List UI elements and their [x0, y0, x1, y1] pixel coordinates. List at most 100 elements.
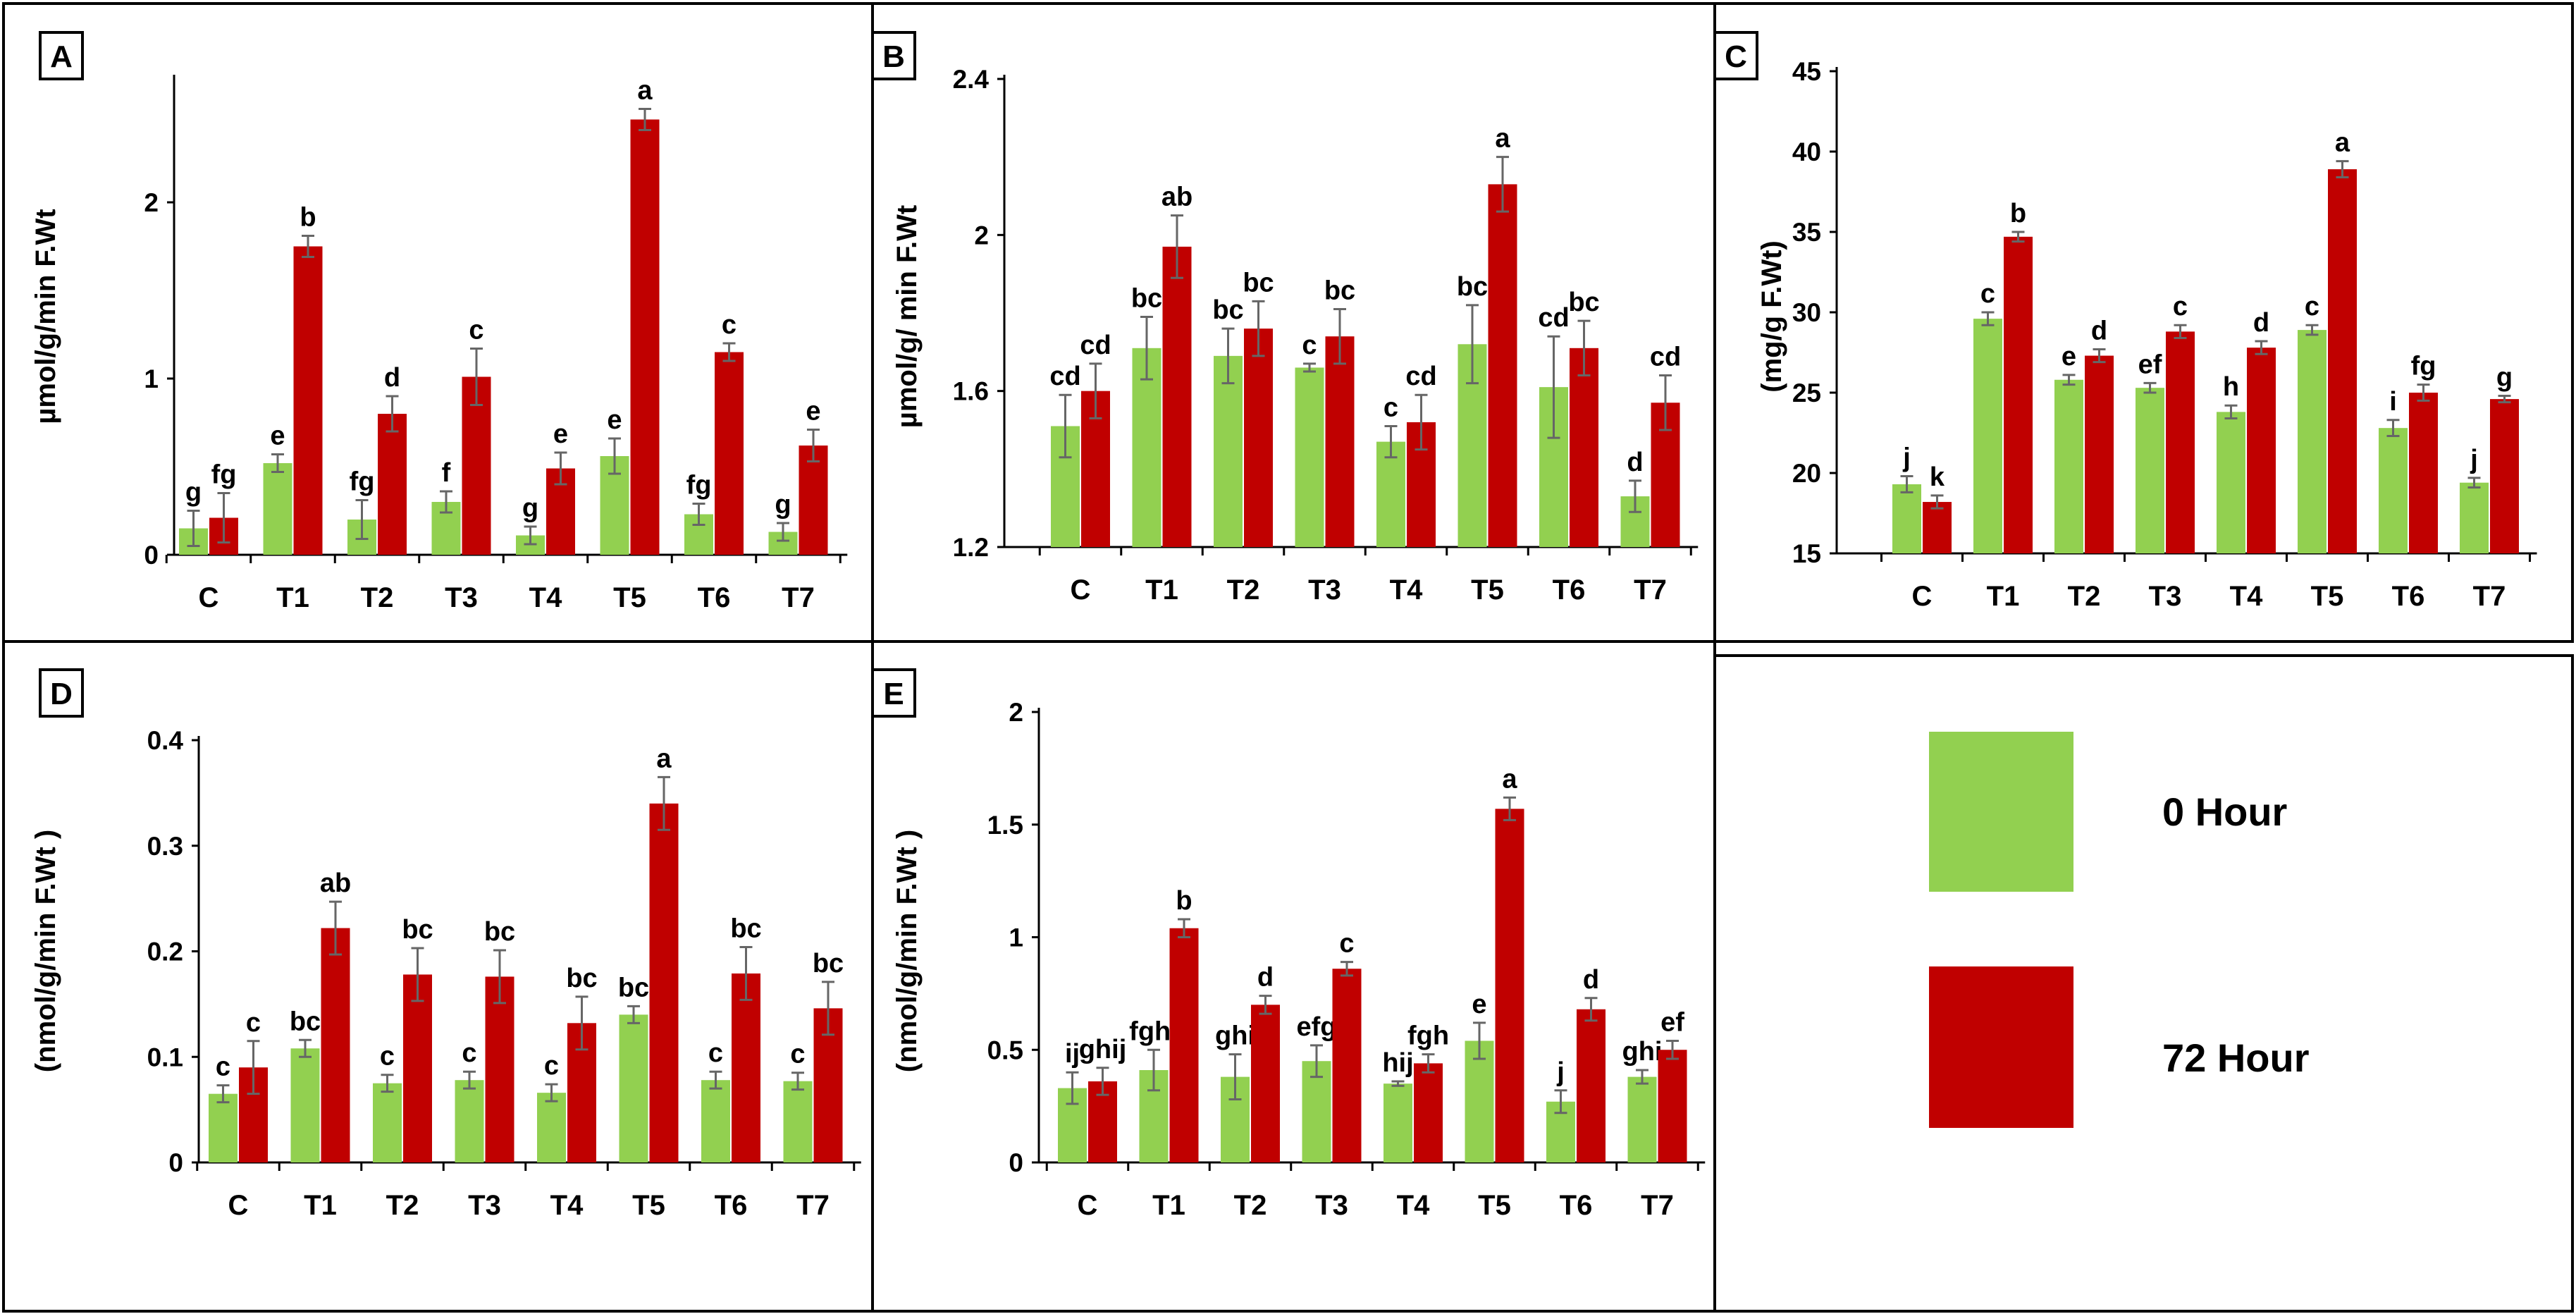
panel-c-significance-letter: h — [2223, 372, 2239, 402]
panel-b-bar-72h — [1488, 184, 1517, 547]
panel-c-bar-72h — [2166, 331, 2195, 553]
panel-c-significance-letter: c — [2173, 292, 2188, 321]
panel-e-significance-letter: j — [1556, 1057, 1565, 1087]
panel-c-bar-0h — [2298, 330, 2327, 553]
legend: 0 Hour 72 Hour — [1929, 732, 2310, 1128]
panel-a-significance-letter: e — [553, 419, 568, 449]
panel-e-category-label: T3 — [1315, 1190, 1348, 1221]
panel-c-bar-72h — [2328, 169, 2357, 553]
panel-b-bar-72h — [1325, 336, 1355, 547]
panel-e-category-label: T5 — [1478, 1190, 1511, 1221]
panel-c-category-label: T1 — [1987, 581, 2020, 612]
panel-d-label-box — [39, 668, 84, 718]
panel-e-y-axis-label: (nmol/g/min F.Wt ) — [892, 830, 923, 1072]
panel-c-category-label: T5 — [2311, 581, 2344, 612]
panel-c-bar-0h — [2136, 388, 2164, 553]
panel-b-bar-0h — [1295, 367, 1324, 547]
panel-b-y-tick-label: 2.4 — [953, 65, 990, 94]
panel-a-category-label: T6 — [698, 582, 731, 613]
panel-e-category-label: T6 — [1560, 1190, 1593, 1221]
panel-a-significance-letter: f — [442, 458, 451, 488]
panel-b-bar-0h — [1214, 355, 1243, 547]
panel-e-significance-letter: ef — [1660, 1007, 1684, 1037]
panel-b-bar-72h — [1570, 348, 1598, 547]
panel-e-label: E — [883, 677, 904, 711]
panel-a-y-tick-label: 0 — [144, 541, 159, 570]
panel-d-significance-letter: bc — [618, 973, 649, 1002]
panel-b-significance-letter: bc — [1324, 276, 1355, 305]
panel-c-significance-letter: e — [2062, 342, 2076, 372]
panel-e-significance-letter: ghi — [1215, 1021, 1255, 1051]
panel-c-significance-letter: fg — [2411, 352, 2436, 381]
panel-d-significance-letter: a — [656, 744, 672, 773]
panel-d-bar-0h — [783, 1081, 813, 1162]
panel-b-label: B — [882, 39, 905, 74]
panel-c-significance-letter: c — [2305, 292, 2319, 321]
panel-b-significance-letter: bc — [1131, 284, 1162, 314]
panel-b-significance-letter: c — [1383, 393, 1398, 422]
panel-c-bar-0h — [2054, 379, 2083, 553]
panel-a-significance-letter: e — [806, 397, 820, 426]
panel-e-bar-0h — [1302, 1061, 1331, 1162]
panel-c-significance-letter: j — [1902, 443, 1911, 473]
panel-d-category-label: T2 — [386, 1190, 419, 1221]
panel-c-category-label: T7 — [2473, 581, 2506, 612]
panel-e-category-label: T7 — [1641, 1190, 1674, 1221]
panel-b-significance-letter: ab — [1161, 183, 1193, 212]
panel-d-significance-letter: bc — [402, 915, 433, 945]
panel-a-significance-letter: fg — [211, 460, 237, 490]
panel-d-bar-0h — [373, 1083, 402, 1162]
panel-e-bar-72h — [1495, 809, 1524, 1162]
legend-swatch-72-hour — [1929, 966, 2073, 1128]
panel-c-category-label: T4 — [2230, 581, 2263, 612]
panel-c-significance-letter: g — [2496, 363, 2513, 393]
panel-d-significance-letter: c — [708, 1038, 723, 1068]
panel-a-category-label: T4 — [529, 582, 562, 613]
panel-c-y-tick-label: 45 — [1792, 57, 1821, 86]
panel-a-bar-0h — [263, 463, 292, 555]
panel-d-significance-letter: bc — [813, 949, 844, 978]
panel-c-significance-letter: b — [2010, 199, 2026, 228]
panel-e-category-label: T4 — [1397, 1190, 1430, 1221]
panel-d-label: D — [50, 677, 73, 711]
panel-c-y-tick-label: 40 — [1792, 137, 1821, 166]
panel-e-y-tick-label: 1.5 — [987, 811, 1023, 840]
panel-b-bar-72h — [1244, 328, 1273, 547]
panel-b-y-tick-label: 1.6 — [953, 377, 989, 406]
legend-frame — [1713, 654, 2574, 1313]
panel-c-category-label: T2 — [2068, 581, 2101, 612]
panel-b-significance-letter: cd — [1049, 362, 1080, 391]
panel-e-bar-72h — [1169, 928, 1199, 1162]
panel-c-significance-letter: d — [2253, 308, 2269, 338]
panel-e-significance-letter: ij — [1065, 1039, 1080, 1069]
panel-c-bar-0h — [2379, 428, 2408, 553]
panel-d-category-label: T7 — [796, 1190, 830, 1221]
panel-d-significance-letter: bc — [566, 964, 597, 993]
panel-b-bar-72h — [1162, 246, 1192, 547]
panel-c-bar-72h — [1923, 502, 1952, 553]
panel-a-label: A — [50, 39, 73, 74]
panel-c-y-axis-label: (mg/g F.Wt) — [1756, 240, 1787, 393]
panel-d-y-tick-label: 0 — [168, 1148, 183, 1177]
panel-e-significance-letter: d — [1583, 965, 1599, 995]
panel-e-significance-letter: efg — [1297, 1012, 1337, 1042]
panel-d-bar-0h — [209, 1093, 238, 1162]
panel-c-label: C — [1725, 39, 1747, 74]
panel-a-bar-72h — [378, 414, 407, 555]
panel-b-label-box — [871, 31, 916, 80]
panel-d-significance-letter: c — [380, 1042, 395, 1072]
panel-a-bar-72h — [715, 352, 744, 555]
panel-e-category-label: C — [1078, 1190, 1098, 1221]
panel-a-significance-letter: fg — [350, 467, 375, 497]
panel-b-significance-letter: cd — [1538, 303, 1569, 333]
panel-d-significance-letter: ab — [320, 868, 351, 898]
panel-e-significance-letter: ghij — [1079, 1035, 1127, 1064]
panel-a-significance-letter: c — [469, 316, 483, 345]
panel-e-significance-letter: hij — [1382, 1048, 1413, 1078]
panel-a-significance-letter: c — [722, 310, 737, 340]
panel-b-significance-letter: d — [1627, 448, 1643, 477]
panel-e-significance-letter: d — [1257, 963, 1274, 993]
panel-a-category-label: T7 — [782, 582, 815, 613]
panel-c-category-label: C — [1912, 581, 1933, 612]
panel-a-significance-letter: b — [300, 203, 316, 233]
